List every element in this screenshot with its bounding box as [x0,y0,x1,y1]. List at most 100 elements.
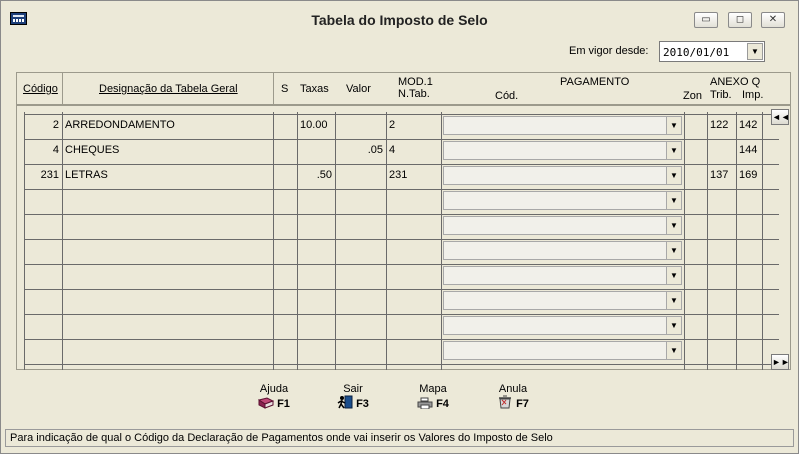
col-header-designacao[interactable]: Designação da Tabela Geral [99,83,238,95]
col-header-taxas: Taxas [300,83,329,95]
first-record-button[interactable]: ◄◄ [771,109,790,125]
pagamento-cod-select[interactable]: ▼ [443,266,682,285]
header-divider [273,73,274,104]
status-bar: Para indicação de qual o Código da Decla… [5,429,794,447]
chevron-down-icon[interactable]: ▼ [666,192,681,209]
pagamento-cod-select[interactable]: ▼ [443,341,682,360]
cell-designacao[interactable]: LETRAS [65,169,108,181]
cell-ntab[interactable]: 4 [389,144,396,156]
cell-codigo[interactable]: 4 [52,144,59,156]
cell-taxas[interactable]: 10.00 [300,119,328,131]
grid-line [62,112,63,370]
minimize-button[interactable]: ▭ [694,12,718,28]
cell-trib[interactable]: 122 [710,119,729,131]
grid-line [24,164,779,165]
printer-icon [417,397,433,409]
maximize-button[interactable]: ◻ [728,12,752,28]
pagamento-cod-select[interactable]: ▼ [443,166,682,185]
chevron-down-icon[interactable]: ▼ [666,167,681,184]
pagamento-cod-select[interactable]: ▼ [443,291,682,310]
cell-trib[interactable] [710,140,734,161]
chevron-down-icon[interactable]: ▼ [666,142,681,159]
grid-line [707,112,708,370]
grid-line [335,112,336,370]
col-header-ntab: N.Tab. [398,88,430,100]
grid-line [24,264,779,265]
grid-line [762,112,763,370]
cell-trib[interactable]: 137 [710,169,729,181]
col-header-valor: Valor [346,83,371,95]
cell-taxas[interactable] [300,140,332,161]
chevron-down-icon[interactable]: ▼ [747,43,763,60]
pagamento-cod-select[interactable]: ▼ [443,241,682,260]
grid-line [24,114,779,115]
grid-line [24,289,779,290]
grid-line [297,112,298,370]
map-key: F4 [436,398,449,410]
col-header-codigo[interactable]: Código [23,83,58,95]
cell-imp[interactable]: 144 [739,144,758,156]
cell-valor[interactable] [338,165,383,186]
help-label: Ajuda [259,383,289,395]
exit-label: Sair [343,383,363,395]
chevron-down-icon[interactable]: ▼ [666,117,681,134]
grid-line [736,112,737,370]
col-header-designacao-text: Designação da Tabela Geral [99,83,238,95]
exit-key: F3 [356,398,369,410]
col-header-trib: Trib. [710,89,732,101]
cancel-label: Anula [498,383,528,395]
cell-valor[interactable]: .05 [367,144,383,156]
book-icon [258,397,275,409]
em-vigor-desde-label: Em vigor desde: [569,45,649,57]
cell-imp[interactable]: 142 [739,119,758,131]
map-label: Mapa [419,383,447,395]
em-vigor-desde-value: 2010/01/01 [663,46,730,59]
help-f1-button[interactable]: Ajuda F1 [244,383,304,410]
last-record-button[interactable]: ►► [771,354,790,370]
cell-codigo[interactable]: 231 [40,169,59,181]
cell-ntab[interactable]: 2 [389,119,396,131]
trash-icon [499,395,512,409]
cell-designacao[interactable]: CHEQUES [65,144,120,156]
window-title: Tabela do Imposto de Selo [311,12,488,28]
cell-ntab[interactable]: 231 [389,169,408,181]
cell-imp[interactable]: 169 [739,169,758,181]
em-vigor-desde-select[interactable]: 2010/01/01 ▼ [659,41,765,62]
grid-line [684,112,685,370]
cell-designacao[interactable]: ARREDONDAMENTO [65,119,175,131]
chevron-down-icon[interactable]: ▼ [666,317,681,334]
grid-line [24,364,779,365]
exit-f3-button[interactable]: Sair F3 [323,383,383,410]
chevron-down-icon[interactable]: ▼ [666,292,681,309]
grid-line [24,339,779,340]
pagamento-cod-select[interactable]: ▼ [443,141,682,160]
grid-line [273,112,274,370]
chevron-down-icon[interactable]: ▼ [666,242,681,259]
pagamento-cod-select[interactable]: ▼ [443,316,682,335]
chevron-down-icon[interactable]: ▼ [666,217,681,234]
pagamento-cod-select[interactable]: ▼ [443,116,682,135]
cell-valor[interactable] [338,115,383,136]
cell-codigo[interactable]: 2 [52,119,59,131]
grid-line [24,189,779,190]
grid-line [24,239,779,240]
map-f4-button[interactable]: Mapa F4 [403,383,463,410]
col-header-imp: Imp. [742,89,764,101]
close-button[interactable]: ✕ [761,12,785,28]
col-header-mod1: MOD.1 [398,76,433,88]
header-divider [62,73,63,104]
help-key: F1 [277,398,290,410]
pagamento-cod-select[interactable]: ▼ [443,216,682,235]
chevron-down-icon[interactable]: ▼ [666,342,681,359]
chevron-down-icon[interactable]: ▼ [666,267,681,284]
app-icon[interactable] [10,12,27,25]
cancel-key: F7 [516,398,529,410]
cell-taxas[interactable]: .50 [316,169,332,181]
grid-line [24,139,779,140]
grid-line [24,314,779,315]
col-header-pagamento: PAGAMENTO [560,76,630,88]
cancel-f7-button[interactable]: Anula F7 [483,383,543,410]
col-header-zon: Zon [683,90,702,102]
exit-door-icon [337,395,353,409]
pagamento-cod-select[interactable]: ▼ [443,191,682,210]
